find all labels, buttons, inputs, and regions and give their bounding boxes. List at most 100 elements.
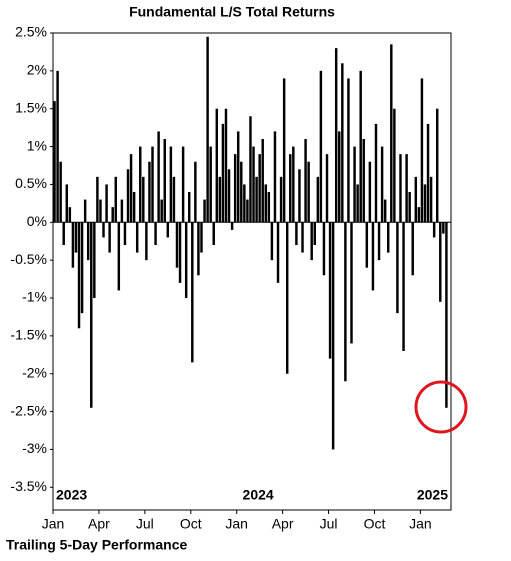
bar <box>420 78 424 223</box>
bar <box>184 222 188 298</box>
bar <box>307 161 310 223</box>
bar <box>203 199 206 223</box>
bar <box>129 154 133 223</box>
bar <box>270 222 274 261</box>
bar <box>350 222 353 344</box>
bar <box>90 222 93 408</box>
bar <box>108 222 111 253</box>
bar <box>295 222 298 245</box>
bar <box>151 146 154 223</box>
bar <box>396 222 399 314</box>
x-tick-label: Oct <box>364 516 386 532</box>
bar <box>169 146 173 223</box>
bar <box>341 63 344 223</box>
bar <box>442 222 445 234</box>
bar <box>371 222 375 291</box>
bar <box>96 176 99 223</box>
bar <box>188 192 191 223</box>
year-label: 2024 <box>243 487 274 503</box>
bar <box>408 192 411 223</box>
y-tick-label: -1.5% <box>10 327 47 343</box>
bar <box>255 176 258 223</box>
bar <box>243 184 246 223</box>
bar <box>191 222 194 363</box>
bar <box>331 222 335 450</box>
bar <box>347 78 350 223</box>
bar <box>261 139 264 223</box>
bar <box>285 222 289 374</box>
bar <box>252 146 255 223</box>
bar <box>279 176 283 223</box>
bar <box>435 108 439 223</box>
x-tick-label: Jan <box>42 516 65 532</box>
bar <box>160 199 163 223</box>
year-label: 2023 <box>56 487 87 503</box>
bar <box>194 161 197 223</box>
bar <box>212 222 215 245</box>
bar <box>163 139 166 223</box>
bar <box>86 222 90 261</box>
bar <box>359 70 362 223</box>
x-tick-label: Jul <box>320 516 338 532</box>
bar <box>383 199 387 223</box>
bar <box>338 131 341 223</box>
y-tick-label: -3% <box>22 440 47 456</box>
bar <box>206 36 209 223</box>
plot-frame <box>52 32 452 511</box>
bar <box>221 123 225 223</box>
bar <box>411 222 414 276</box>
bar <box>316 176 320 223</box>
bar <box>154 222 157 245</box>
year-label: 2025 <box>417 487 448 503</box>
bar <box>356 184 359 223</box>
x-tick-label: Jan <box>409 516 432 532</box>
bar <box>200 222 203 253</box>
bar <box>319 70 323 223</box>
bar <box>114 176 117 223</box>
bar <box>426 123 430 223</box>
bar <box>405 154 408 223</box>
bar <box>68 207 72 223</box>
bar <box>230 222 234 230</box>
bar <box>65 184 69 223</box>
chart-subtitle: Trailing 5-Day Performance <box>6 537 188 553</box>
bar <box>377 222 381 261</box>
bar <box>145 222 148 261</box>
bar <box>304 139 307 223</box>
bar <box>313 222 316 245</box>
bar <box>432 222 436 238</box>
bar <box>74 222 78 253</box>
y-tick-label: 1% <box>27 137 47 153</box>
bar <box>166 222 170 238</box>
y-tick-label: 0% <box>27 213 47 229</box>
bar <box>402 222 405 351</box>
y-tick-label: -3.5% <box>10 478 47 494</box>
bar <box>429 176 433 223</box>
bar <box>393 108 396 223</box>
bar <box>102 222 105 238</box>
bar <box>56 70 59 223</box>
x-tick-label: Jul <box>136 516 154 532</box>
bar <box>292 146 295 223</box>
bar <box>59 161 62 223</box>
bar <box>142 176 145 223</box>
bar <box>240 161 243 223</box>
bar <box>445 222 448 408</box>
bar <box>414 176 418 223</box>
x-tick-label: Apr <box>272 516 294 532</box>
bar <box>99 199 102 223</box>
bar <box>368 161 372 223</box>
highlight-circle <box>414 380 468 434</box>
bar <box>80 222 84 314</box>
bar <box>157 131 160 223</box>
bar <box>117 222 121 291</box>
bar <box>236 131 240 223</box>
bar <box>93 222 96 298</box>
bar <box>273 131 277 223</box>
bar <box>365 222 369 268</box>
bar <box>233 154 237 223</box>
y-tick-label: 2% <box>27 62 47 78</box>
bar <box>148 161 151 223</box>
bar <box>246 199 249 223</box>
